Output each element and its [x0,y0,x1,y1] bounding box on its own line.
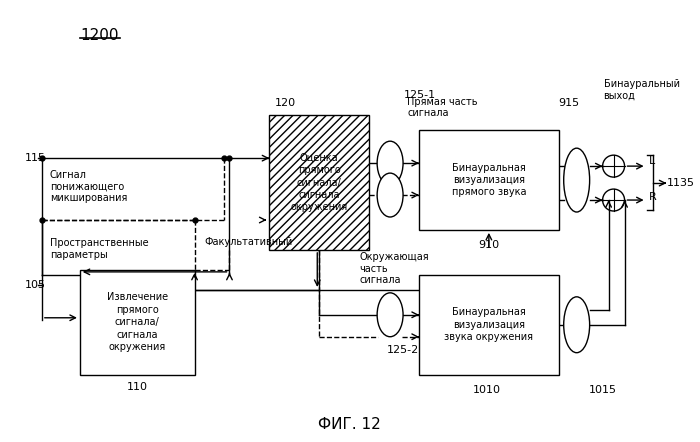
Text: Бинауральная
визуализация
прямого звука: Бинауральная визуализация прямого звука [452,163,526,198]
Text: 110: 110 [127,381,148,392]
Text: Оценка
прямого
сигнала/
сигнала
окружения: Оценка прямого сигнала/ сигнала окружени… [290,153,348,213]
Text: Пространственные
параметры: Пространственные параметры [50,238,148,259]
Text: Сигнал
понижающего
микширования: Сигнал понижающего микширования [50,170,127,203]
Ellipse shape [377,141,403,185]
Text: 120: 120 [274,98,295,108]
Text: L: L [648,156,654,166]
Text: 915: 915 [558,98,580,108]
Text: Прямая часть
сигнала: Прямая часть сигнала [407,97,477,118]
Ellipse shape [377,293,403,337]
Text: 1135: 1135 [666,178,694,188]
Text: Окружающая
часть
сигнала: Окружающая часть сигнала [359,252,429,285]
Ellipse shape [564,148,589,212]
Text: 1015: 1015 [589,385,617,395]
Text: 125-2: 125-2 [387,345,419,355]
Text: R: R [648,192,657,202]
Bar [270,115,369,250]
Text: 910: 910 [478,240,499,250]
Text: 1200: 1200 [80,28,118,43]
Bar [419,275,559,375]
Text: 1010: 1010 [473,385,501,395]
Text: Факультативный: Факультативный [204,237,293,247]
Bar [80,270,195,375]
Bar [270,115,369,250]
Text: Бинауральный
выход: Бинауральный выход [603,79,680,100]
Ellipse shape [377,173,403,217]
Text: Бинауральная
визуализация
звука окружения: Бинауральная визуализация звука окружени… [444,307,533,342]
Bar [419,130,559,230]
Text: 125-1: 125-1 [404,90,436,100]
Ellipse shape [564,297,589,353]
Text: ФИГ. 12: ФИГ. 12 [318,417,381,432]
Text: 115: 115 [25,153,46,163]
Text: Извлечение
прямого
сигнала/
сигнала
окружения: Извлечение прямого сигнала/ сигнала окру… [106,293,168,352]
Text: 105: 105 [25,280,46,290]
